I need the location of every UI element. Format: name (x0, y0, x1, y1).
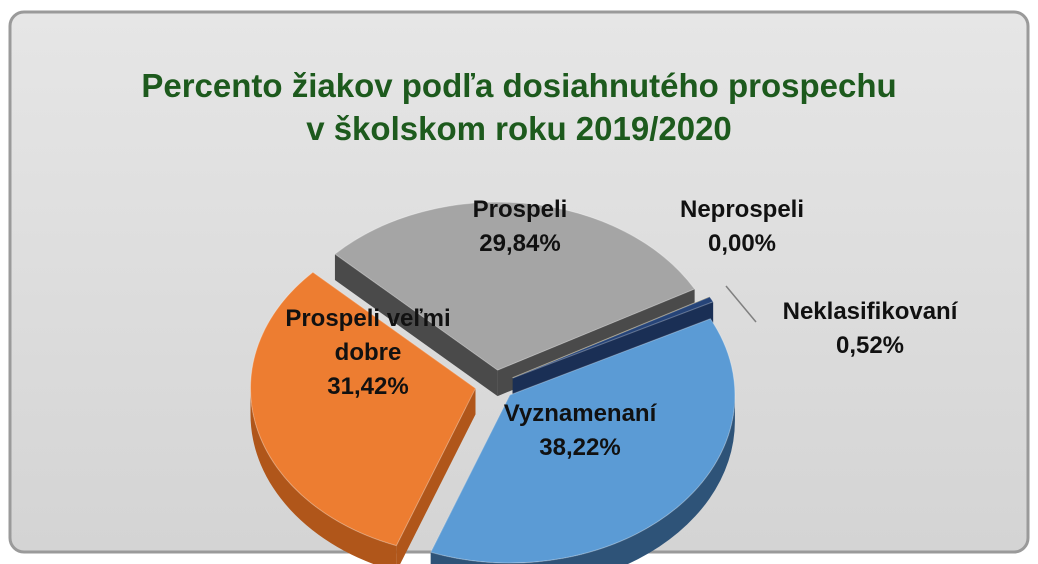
slice (430, 318, 736, 564)
leader-line (725, 285, 757, 323)
slice-side (250, 388, 397, 564)
slice-label: Vyznamenaní (503, 400, 657, 427)
slice-side (430, 394, 735, 564)
slice-label: Prospeli (472, 196, 568, 223)
value-label: 31,42% (327, 373, 409, 400)
value-label: 0,00% (707, 230, 777, 257)
value-label: 29,84% (479, 230, 561, 257)
slice (334, 201, 696, 371)
value-label: 38,22% (539, 434, 621, 461)
slice-label: Neklasifikovaní (782, 298, 958, 325)
slice-wall (334, 254, 498, 397)
slice-label: Prospeli veľmi dobre (285, 305, 451, 366)
slice-wall (396, 388, 476, 564)
slice (250, 271, 477, 547)
chart-title: v školskom roku 2019/2020 (306, 110, 732, 147)
slice-label: Neprospeli (679, 196, 805, 223)
slice (512, 296, 714, 379)
value-label: 0,52% (835, 332, 905, 359)
chart-title: Percento žiakov podľa dosiahnutého prosp… (141, 67, 896, 104)
